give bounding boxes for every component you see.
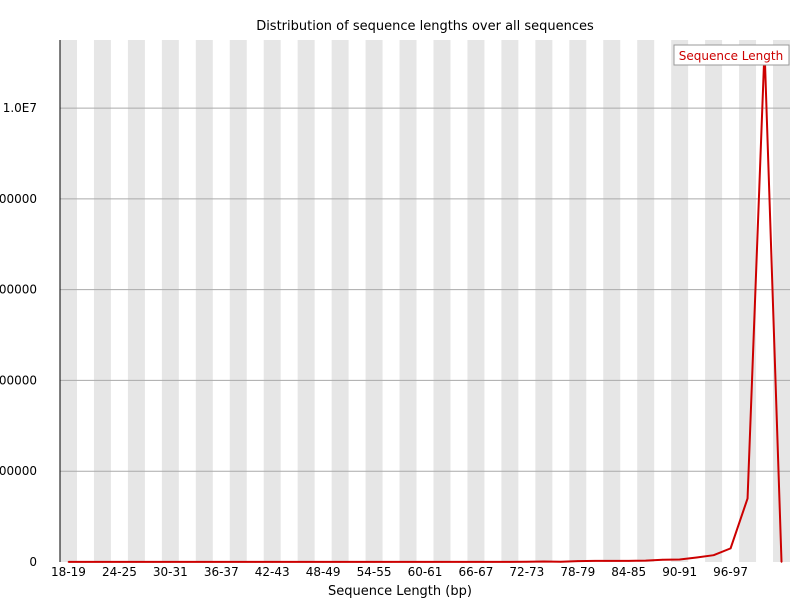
band	[705, 40, 723, 562]
x-axis-label: Sequence Length (bp)	[328, 584, 472, 599]
data-point	[101, 561, 104, 563]
plot-area	[67, 48, 783, 563]
x-tick-label: 90-91	[662, 565, 697, 579]
band	[127, 40, 145, 562]
legend-label: Sequence Length	[679, 49, 783, 63]
data-point	[339, 561, 341, 563]
y-tick-label: 0	[29, 555, 37, 569]
data-point	[458, 561, 460, 563]
data-point	[118, 561, 121, 563]
data-point	[271, 561, 274, 563]
band	[60, 40, 77, 562]
data-point	[593, 560, 596, 562]
legend: Sequence Length	[673, 44, 790, 66]
data-point	[305, 561, 307, 563]
data-point	[186, 561, 189, 563]
x-tick-label: 54-55	[357, 565, 392, 579]
band	[93, 40, 111, 562]
band	[263, 40, 281, 562]
data-point	[678, 558, 681, 561]
data-point	[373, 561, 375, 563]
x-tick-label: 84-85	[611, 565, 646, 579]
data-point	[576, 560, 579, 562]
band	[467, 40, 485, 562]
y-tick-label: 8000000	[0, 192, 37, 206]
x-tick-label: 72-73	[509, 565, 544, 579]
data-point	[254, 561, 257, 563]
x-tick-label: 66-67	[458, 565, 493, 579]
band	[739, 40, 757, 562]
y-tick-label: 2000000	[0, 464, 37, 478]
data-point	[390, 561, 392, 563]
data-point	[67, 561, 70, 563]
data-point	[169, 561, 172, 563]
band	[433, 40, 451, 562]
y-tick-labels: 0 2000000 4000000 6000000 8000000 1.0E7	[0, 101, 37, 569]
data-point	[543, 560, 545, 563]
data-point	[661, 558, 664, 561]
data-point	[152, 561, 155, 563]
data-point	[610, 560, 613, 562]
data-point	[492, 561, 494, 563]
data-point	[237, 561, 240, 563]
x-tick-label: 18-19	[51, 565, 86, 579]
band	[671, 40, 689, 562]
data-point	[84, 561, 87, 563]
data-point	[407, 561, 409, 563]
y-tick-label: 1.0E7	[3, 101, 37, 115]
band	[161, 40, 179, 562]
band	[365, 40, 383, 562]
x-tick-label: 24-25	[102, 565, 137, 579]
data-point	[509, 561, 511, 563]
data-point	[288, 561, 290, 563]
y-tick-label: 6000000	[0, 283, 37, 297]
band	[331, 40, 349, 562]
data-point	[695, 556, 698, 559]
data-point	[203, 561, 206, 563]
data-point	[322, 561, 324, 563]
data-point	[475, 561, 477, 563]
band	[773, 40, 790, 562]
y-tick-label: 4000000	[0, 373, 37, 387]
data-point	[356, 561, 358, 563]
alternating-bands	[60, 40, 790, 562]
band	[195, 40, 213, 562]
x-tick-label: 78-79	[560, 565, 595, 579]
band	[535, 40, 553, 562]
data-point	[220, 561, 223, 563]
data-point	[560, 560, 562, 563]
band	[603, 40, 621, 562]
data-point	[526, 560, 528, 563]
data-point	[644, 559, 647, 562]
x-tick-label: 30-31	[153, 565, 188, 579]
gridlines	[60, 107, 790, 472]
data-point	[746, 497, 749, 500]
data-point	[627, 560, 630, 562]
band	[637, 40, 655, 562]
legend-box	[673, 44, 790, 66]
x-tick-label: 42-43	[255, 565, 290, 579]
data-point	[712, 554, 715, 556]
data-point	[441, 561, 443, 563]
x-tick-label: 60-61	[408, 565, 443, 579]
data-point	[729, 547, 732, 550]
band	[399, 40, 417, 562]
data-point	[424, 561, 426, 563]
x-tick-label: 48-49	[306, 565, 341, 579]
x-tick-label: 96-97	[713, 565, 748, 579]
x-tick-labels: 18-19 24-25 30-31 36-37 42-43 48-49 54-55 60-61…	[51, 565, 748, 579]
band	[501, 40, 519, 562]
band	[229, 40, 247, 562]
data-point	[780, 561, 783, 563]
chart-title: Distribution of sequence lengths over al…	[256, 19, 594, 34]
data-point	[135, 561, 138, 563]
band	[297, 40, 315, 562]
x-tick-label: 36-37	[204, 565, 239, 579]
band	[569, 40, 587, 562]
